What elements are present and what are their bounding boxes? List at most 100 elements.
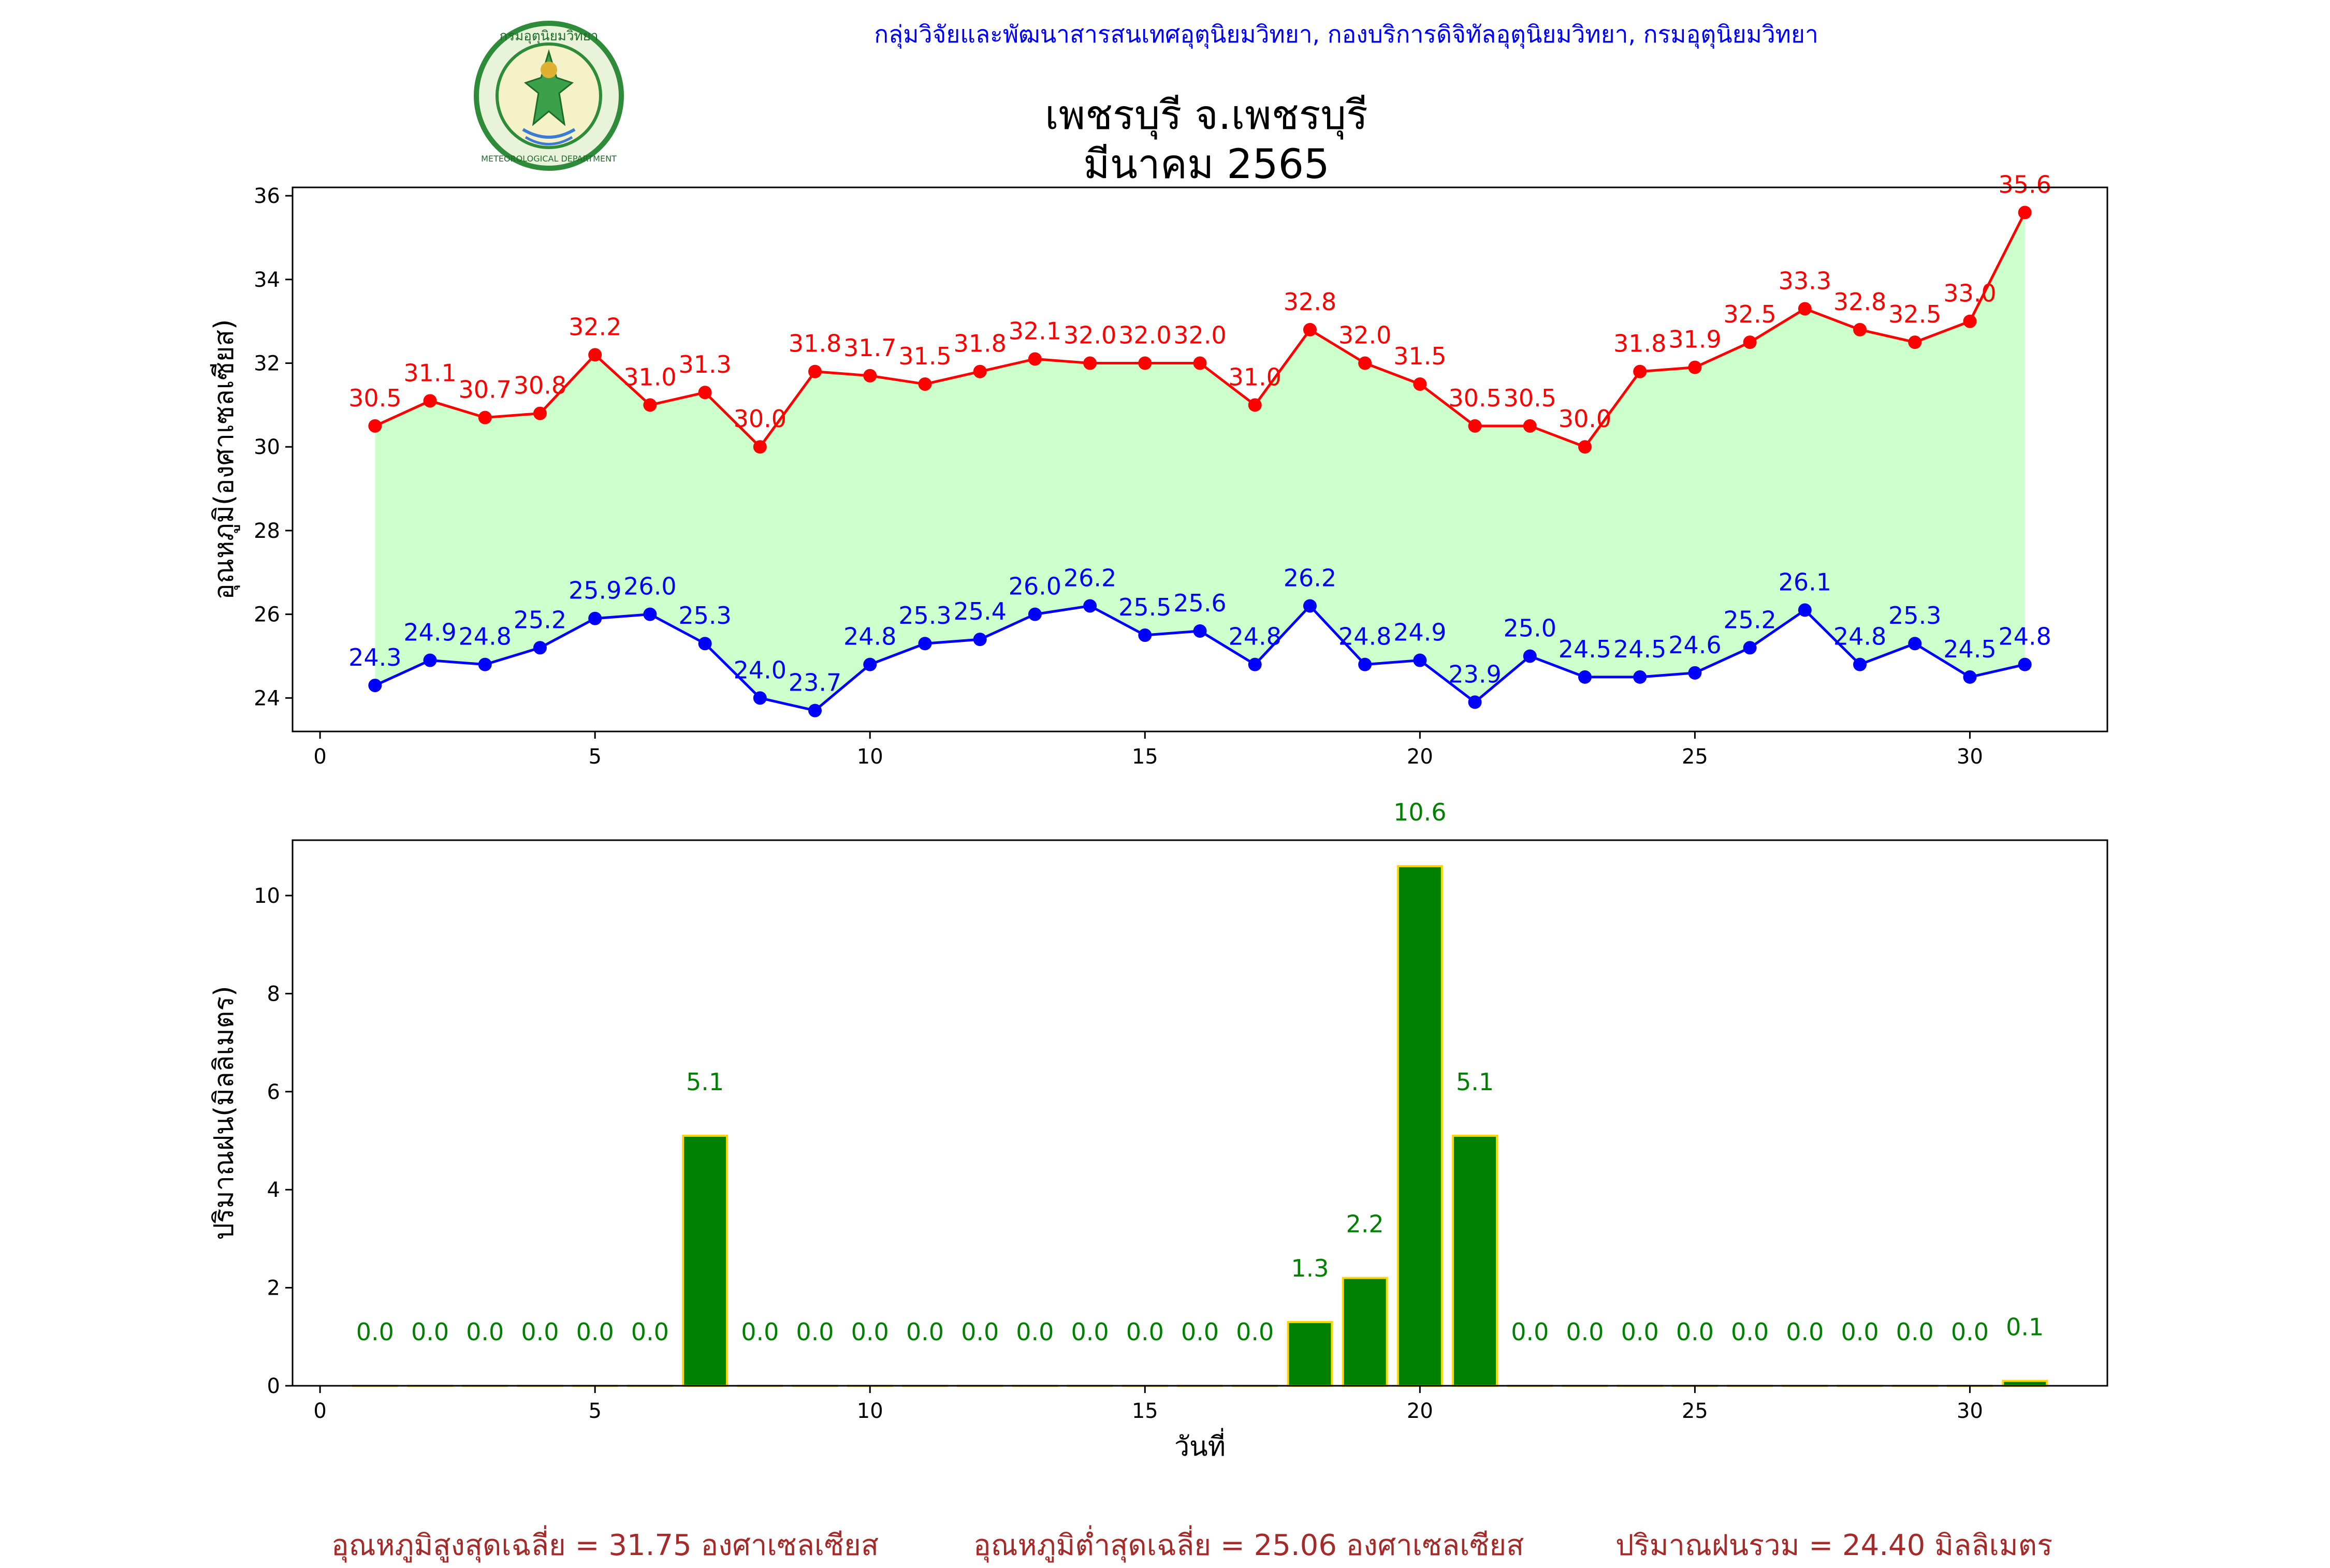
max-temp-data-label: 32.0 <box>1064 321 1116 349</box>
max-temp-data-label: 31.5 <box>898 342 951 370</box>
max-temp-data-label: 32.0 <box>1118 321 1171 349</box>
min-temp-data-label: 23.7 <box>789 669 841 697</box>
max-temp-data-label: 35.6 <box>1998 171 2051 199</box>
rain-y-tick-label: 0 <box>267 1374 280 1398</box>
rain-data-label: 1.3 <box>1291 1254 1329 1282</box>
rain-data-label: 0.0 <box>1511 1318 1549 1346</box>
min-temp-point <box>1963 670 1977 684</box>
max-temp-data-label: 32.8 <box>1284 288 1336 316</box>
max-temp-point <box>1083 356 1097 370</box>
temp-y-tick-label: 28 <box>254 519 280 543</box>
min-temp-point <box>1853 657 1867 671</box>
min-temp-data-label: 24.8 <box>459 623 512 651</box>
max-temp-data-label: 31.3 <box>678 350 731 378</box>
rain-data-label: 0.0 <box>356 1318 394 1346</box>
min-temp-point <box>1578 670 1592 684</box>
min-temp-data-label: 24.0 <box>734 656 787 684</box>
rain-x-tick-label: 5 <box>588 1399 601 1423</box>
rain-data-label: 0.0 <box>1951 1318 1989 1346</box>
min-temp-point <box>478 657 492 671</box>
max-temp-point <box>1578 440 1592 454</box>
rain-data-label: 0.0 <box>1786 1318 1824 1346</box>
min-temp-point <box>973 633 987 647</box>
temp-x-tick-label: 30 <box>1957 745 1983 769</box>
min-temp-point <box>1303 599 1317 613</box>
max-temp-point <box>1413 377 1427 391</box>
min-temp-data-label: 26.0 <box>623 573 676 600</box>
max-temp-point <box>1468 419 1482 433</box>
min-temp-point <box>1523 649 1537 663</box>
min-temp-data-label: 24.8 <box>843 623 896 651</box>
rain-data-label: 0.0 <box>796 1318 834 1346</box>
max-temp-point <box>1523 419 1537 433</box>
rain-data-label: 2.2 <box>1346 1210 1384 1238</box>
max-temp-point <box>863 369 877 383</box>
max-temp-point <box>753 440 767 454</box>
temperature-range-fill <box>375 212 2025 711</box>
max-temp-data-label: 32.0 <box>1173 321 1226 349</box>
min-temp-point <box>753 691 767 705</box>
max-temp-point <box>368 419 382 433</box>
rain-x-tick-label: 25 <box>1682 1399 1708 1423</box>
max-temp-point <box>478 411 492 424</box>
chart-title-line1: เพชรบุรี จ.เพชรบุรี <box>1045 92 1368 139</box>
min-temp-point <box>1908 637 1922 651</box>
rain-bar <box>1287 1321 1333 1387</box>
total-rain-text: ปริมาณฝนรวม = 24.40 มิลลิเมตร <box>1615 1529 2053 1562</box>
temp-x-tick-label: 5 <box>588 745 601 769</box>
max-temp-point <box>643 398 657 412</box>
max-temp-data-label: 32.5 <box>1723 300 1776 328</box>
max-temp-data-label: 31.7 <box>843 334 896 362</box>
rain-data-label: 5.1 <box>686 1068 724 1096</box>
rain-data-label: 0.0 <box>411 1318 449 1346</box>
min-temp-data-label: 25.3 <box>1888 602 1941 629</box>
min-temp-data-label: 24.9 <box>1393 619 1446 647</box>
max-temp-data-label: 31.8 <box>789 330 841 358</box>
max-temp-point <box>1743 335 1757 349</box>
max-temp-data-label: 30.0 <box>734 405 787 433</box>
min-temp-point <box>1743 641 1757 655</box>
max-temp-point <box>1028 352 1042 366</box>
rain-x-tick-label: 10 <box>857 1399 883 1423</box>
rain-data-label: 0.0 <box>851 1318 889 1346</box>
rain-data-label: 0.0 <box>466 1318 504 1346</box>
min-temp-data-label: 24.8 <box>1833 623 1886 651</box>
min-temp-data-label: 24.8 <box>1338 623 1391 651</box>
min-temp-data-label: 24.5 <box>1613 635 1666 663</box>
max-temp-point <box>1303 323 1317 336</box>
max-temp-point <box>1963 314 1977 328</box>
min-temp-data-label: 24.8 <box>1229 623 1282 651</box>
temp-x-tick-label: 0 <box>313 745 326 769</box>
rain-data-label: 0.0 <box>1126 1318 1164 1346</box>
max-temp-data-label: 30.0 <box>1559 405 1611 433</box>
min-temp-point <box>588 611 602 625</box>
rain-y-tick-label: 2 <box>267 1277 280 1300</box>
min-temp-point <box>533 641 547 655</box>
rain-data-label: 0.0 <box>631 1318 669 1346</box>
logo-bottom-text: METEOROLOGICAL DEPARTMENT <box>481 154 617 164</box>
min-temp-point <box>1413 653 1427 667</box>
max-temp-data-label: 30.8 <box>514 372 566 400</box>
rain-data-label: 0.1 <box>2006 1313 2044 1341</box>
max-temp-point <box>1248 398 1262 412</box>
min-temp-point <box>1248 657 1262 671</box>
rain-y-tick-label: 8 <box>267 982 280 1006</box>
max-temp-data-label: 32.2 <box>569 313 621 341</box>
temp-y-tick-label: 24 <box>254 686 280 710</box>
chart-title-line2: มีนาคม 2565 <box>1083 141 1330 188</box>
rain-bar <box>1342 1277 1388 1387</box>
max-temp-point <box>698 386 712 400</box>
temp-y-tick-label: 26 <box>254 603 280 627</box>
max-temp-point <box>918 377 932 391</box>
min-temp-point <box>368 679 382 693</box>
min-temp-point <box>918 637 932 651</box>
min-temp-data-label: 25.6 <box>1173 589 1226 617</box>
max-temp-point <box>588 348 602 362</box>
min-temp-data-label: 24.5 <box>1559 635 1611 663</box>
rain-y-tick-label: 6 <box>267 1080 280 1104</box>
temp-y-tick-label: 36 <box>254 184 280 208</box>
rain-y-axis-label: ปริมาณฝน(มิลลิเมตร) <box>209 986 240 1240</box>
max-temp-data-label: 30.5 <box>1504 384 1556 412</box>
max-temp-data-label: 32.8 <box>1833 288 1886 316</box>
max-temp-data-label: 32.5 <box>1888 300 1941 328</box>
